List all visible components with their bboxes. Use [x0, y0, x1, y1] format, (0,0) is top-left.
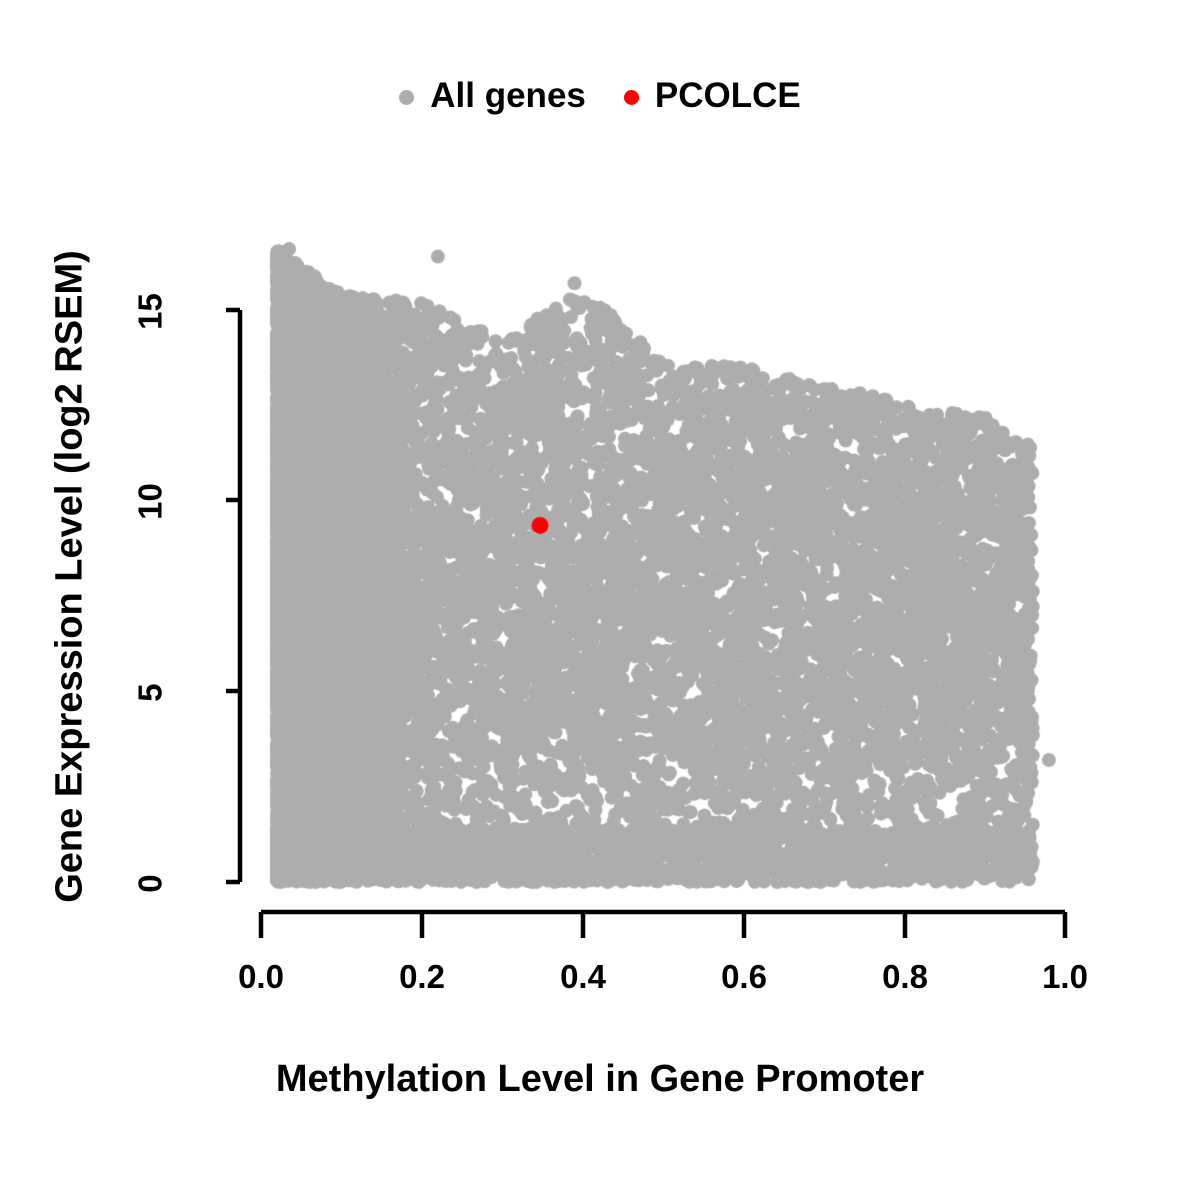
- x-axis-title: Methylation Level in Gene Promoter: [275, 1058, 925, 1100]
- x-tick-label-0-0: 0.0: [238, 958, 284, 995]
- y-tick-label-5: 5: [131, 683, 169, 702]
- x-tick-label-0-4: 0.4: [560, 958, 606, 995]
- x-tick-label-1-0: 1.0: [1042, 958, 1088, 995]
- y-tick-label-0: 0: [131, 874, 169, 893]
- y-tick-label-10: 10: [131, 483, 169, 520]
- y-axis-title: Gene Expression Level (log2 RSEM): [48, 250, 91, 903]
- x-tick-label-0-8: 0.8: [882, 958, 928, 995]
- x-tick-label-0-6: 0.6: [721, 958, 767, 995]
- x-tick-label-0-2: 0.2: [399, 958, 445, 995]
- y-tick-label-15: 15: [131, 293, 169, 330]
